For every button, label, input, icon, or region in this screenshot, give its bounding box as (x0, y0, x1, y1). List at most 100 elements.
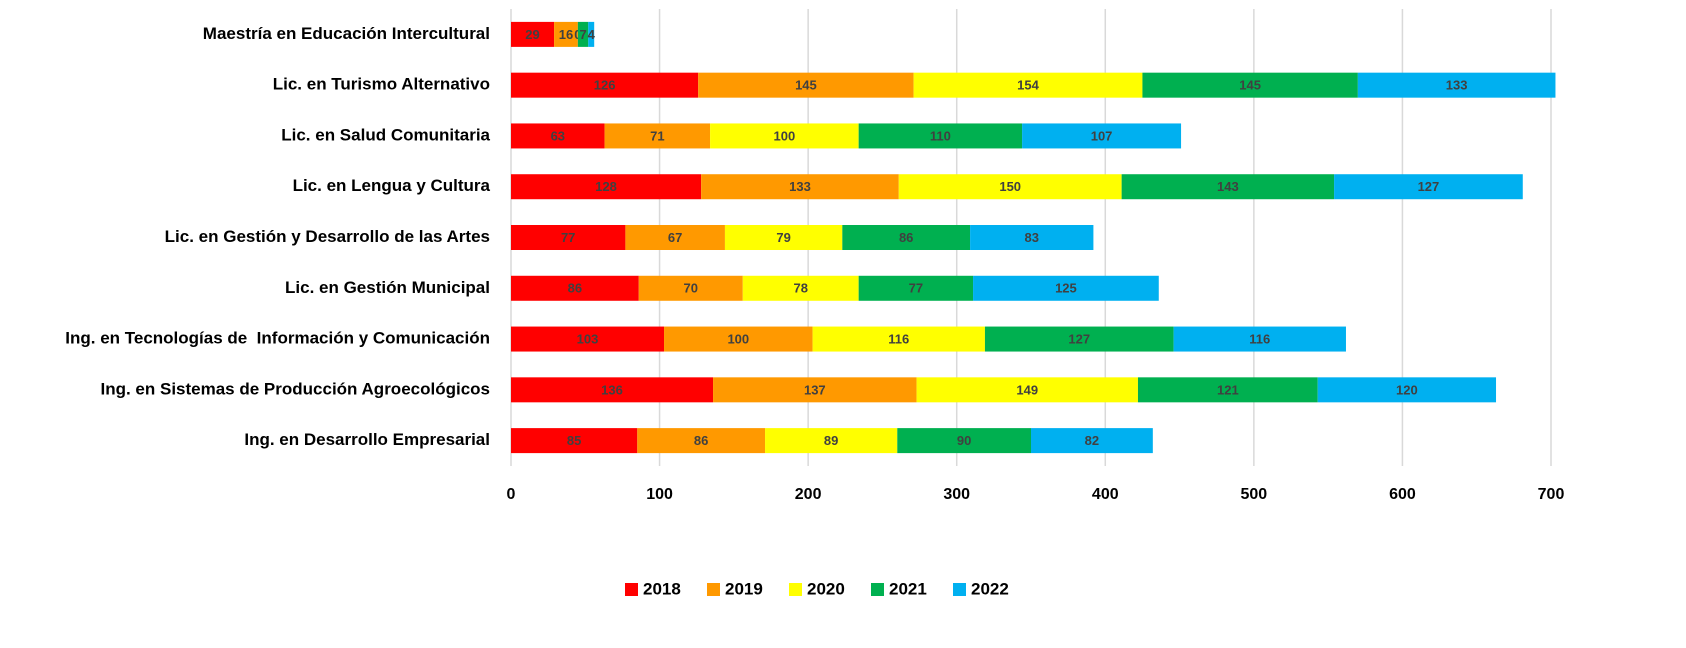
legend-label: 2022 (971, 579, 1009, 598)
bar-segment (897, 428, 1031, 454)
data-label: 127 (1068, 331, 1090, 346)
legend-label: 2020 (807, 579, 845, 598)
data-label: 4 (588, 27, 596, 42)
data-label: 143 (1217, 179, 1239, 194)
legend-label: 2018 (643, 579, 681, 598)
data-label: 78 (793, 281, 807, 296)
bar-segment (638, 275, 743, 301)
y-tick-label: Ing. en Desarrollo Empresarial (244, 430, 490, 449)
y-tick-label: Maestría en Educación Intercultural (203, 24, 490, 43)
data-label: 133 (1446, 78, 1468, 93)
bar-segment (713, 377, 917, 403)
legend-label: 2019 (725, 579, 763, 598)
data-label: 100 (774, 128, 796, 143)
y-tick-label: Ing. en Sistemas de Producción Agroecoló… (100, 379, 490, 398)
data-label: 86 (694, 433, 708, 448)
data-label: 121 (1217, 382, 1239, 397)
bar-segment (858, 123, 1023, 149)
bar-segment (511, 21, 555, 47)
data-label: 150 (999, 179, 1021, 194)
x-tick-label: 400 (1092, 486, 1119, 503)
data-label: 86 (899, 230, 913, 245)
bar-segment (1173, 326, 1346, 352)
bar-segment (554, 21, 578, 47)
bar-segment (604, 123, 711, 149)
data-label: 128 (595, 179, 617, 194)
bar-segment (511, 225, 626, 250)
legend-swatch (953, 583, 966, 596)
bar-segment (511, 326, 665, 352)
legend-label: 2021 (889, 579, 927, 598)
bar-segment (710, 123, 859, 149)
data-label: 126 (594, 78, 616, 93)
data-label: 116 (1249, 331, 1270, 346)
bar-segment (1121, 174, 1335, 200)
bar-segment (511, 123, 605, 149)
data-label: 136 (601, 382, 623, 397)
data-label: 29 (525, 27, 539, 42)
bar-segment (1334, 174, 1523, 200)
x-tick-label: 500 (1241, 486, 1268, 503)
data-label: 89 (824, 433, 838, 448)
x-tick-label: 0 (507, 486, 516, 503)
bar-segment (698, 72, 914, 98)
data-label: 86 (568, 281, 582, 296)
data-label: 7 (579, 27, 586, 42)
bar-segment (724, 225, 843, 250)
bar-segment (858, 275, 974, 301)
data-label: 77 (561, 230, 575, 245)
bar-segment (511, 72, 699, 98)
y-tick-label: Ing. en Tecnologías de Información y Com… (65, 329, 490, 348)
bar-segment (1142, 72, 1358, 98)
data-label: 127 (1418, 179, 1440, 194)
data-label: 116 (888, 331, 909, 346)
data-label: 125 (1055, 281, 1077, 296)
data-label: 120 (1396, 382, 1418, 397)
data-label: 145 (1239, 78, 1261, 93)
bar-segment (1357, 72, 1556, 98)
data-label: 133 (789, 179, 811, 194)
bar-segment (916, 377, 1138, 403)
bar-segment (842, 225, 971, 250)
data-label: 67 (668, 230, 682, 245)
legend-swatch (789, 583, 802, 596)
y-tick-label: Lic. en Gestión Municipal (285, 278, 490, 297)
data-label: 63 (551, 128, 565, 143)
bar-segment (1317, 377, 1497, 403)
bar-segment (664, 326, 813, 352)
bar-segment (577, 21, 589, 47)
data-label: 149 (1016, 382, 1038, 397)
x-tick-label: 700 (1538, 486, 1565, 503)
bar-segment (1137, 377, 1318, 403)
bar-segment (1031, 428, 1153, 454)
bar-segment (511, 377, 714, 403)
bar-segment (984, 326, 1174, 352)
y-tick-label: Lic. en Turismo Alternativo (273, 75, 490, 94)
bar-segment (511, 174, 702, 200)
data-label: 79 (776, 230, 790, 245)
x-tick-label: 100 (646, 486, 673, 503)
data-label: 100 (727, 331, 749, 346)
data-label: 70 (684, 281, 698, 296)
x-tick-label: 600 (1389, 486, 1416, 503)
data-label: 107 (1091, 128, 1113, 143)
bar-segment (742, 275, 859, 301)
data-label: 83 (1025, 230, 1039, 245)
y-tick-label: Lic. en Gestión y Desarrollo de las Arte… (165, 227, 490, 246)
bar-segment (588, 21, 595, 47)
bar-segment (511, 275, 639, 301)
bar-segment (812, 326, 985, 352)
bar-segment (1022, 123, 1182, 149)
bar-segment (765, 428, 898, 454)
data-label: 103 (577, 331, 599, 346)
data-label: 77 (909, 281, 923, 296)
data-label: 145 (795, 78, 817, 93)
legend-swatch (625, 583, 638, 596)
bar-segment (970, 225, 1094, 250)
data-label: 154 (1017, 78, 1039, 93)
legend-swatch (871, 583, 884, 596)
data-label: 137 (804, 382, 826, 397)
y-tick-label: Lic. en Lengua y Cultura (293, 176, 491, 195)
bar-segment (637, 428, 766, 454)
bar-segment (701, 174, 899, 200)
